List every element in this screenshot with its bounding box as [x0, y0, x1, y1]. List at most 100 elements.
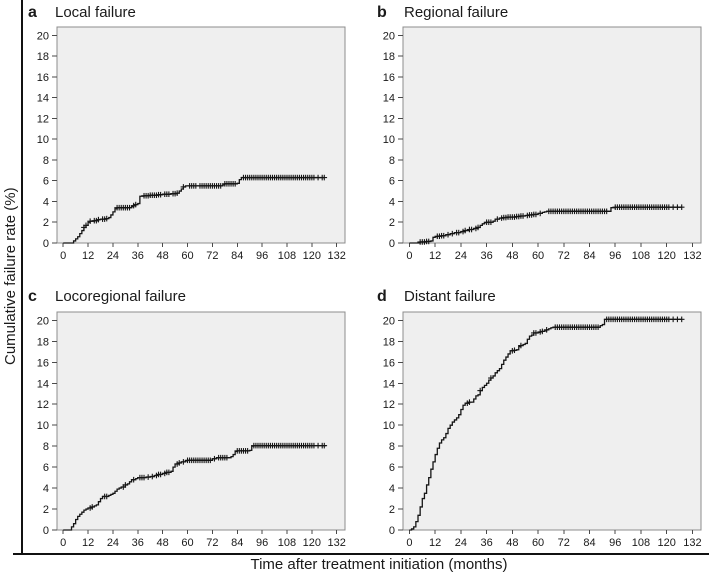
panel-header-locoregional: c Locoregional failure: [28, 288, 186, 306]
svg-text:0: 0: [389, 238, 395, 250]
svg-text:18: 18: [383, 51, 395, 63]
svg-text:18: 18: [37, 51, 49, 63]
panel-title-distant: Distant failure: [404, 288, 496, 305]
svg-text:12: 12: [82, 250, 94, 262]
panel-title-regional: Regional failure: [404, 4, 509, 21]
svg-text:96: 96: [609, 250, 621, 262]
y-axis-title: Cumulative failure rate (%): [2, 187, 19, 365]
panel-letter-c: c: [28, 288, 37, 305]
svg-text:12: 12: [429, 250, 441, 262]
bottom-divider-line: [13, 553, 709, 555]
svg-text:72: 72: [206, 537, 218, 549]
svg-text:108: 108: [632, 537, 650, 549]
svg-text:6: 6: [389, 176, 395, 188]
svg-text:132: 132: [328, 537, 346, 549]
svg-text:12: 12: [82, 537, 94, 549]
left-divider-line: [21, 0, 23, 554]
svg-text:48: 48: [157, 537, 169, 549]
svg-text:18: 18: [383, 336, 395, 348]
svg-text:96: 96: [256, 250, 268, 262]
svg-text:24: 24: [107, 537, 119, 549]
svg-text:24: 24: [107, 250, 119, 262]
svg-text:14: 14: [37, 378, 49, 390]
svg-text:4: 4: [43, 483, 49, 495]
svg-text:10: 10: [383, 134, 395, 146]
svg-text:0: 0: [43, 525, 49, 537]
svg-text:14: 14: [383, 93, 395, 105]
svg-text:48: 48: [506, 250, 518, 262]
svg-text:48: 48: [506, 537, 518, 549]
svg-text:2: 2: [389, 504, 395, 516]
panel-letter-b: b: [377, 4, 387, 21]
svg-text:12: 12: [383, 113, 395, 125]
svg-text:0: 0: [60, 537, 66, 549]
svg-text:12: 12: [383, 399, 395, 411]
svg-text:120: 120: [303, 250, 321, 262]
svg-text:2: 2: [43, 217, 49, 229]
svg-text:0: 0: [389, 525, 395, 537]
svg-text:8: 8: [43, 441, 49, 453]
svg-text:0: 0: [43, 238, 49, 250]
svg-text:120: 120: [658, 250, 676, 262]
svg-text:20: 20: [37, 315, 49, 327]
svg-text:132: 132: [683, 250, 701, 262]
svg-text:60: 60: [181, 537, 193, 549]
svg-text:96: 96: [609, 537, 621, 549]
svg-text:108: 108: [632, 250, 650, 262]
svg-text:60: 60: [181, 250, 193, 262]
svg-text:96: 96: [256, 537, 268, 549]
svg-text:16: 16: [37, 72, 49, 84]
svg-text:84: 84: [231, 250, 243, 262]
svg-text:2: 2: [43, 504, 49, 516]
svg-text:72: 72: [206, 250, 218, 262]
svg-text:4: 4: [389, 196, 395, 208]
svg-text:0: 0: [406, 250, 412, 262]
svg-text:132: 132: [683, 537, 701, 549]
svg-text:120: 120: [303, 537, 321, 549]
svg-text:132: 132: [328, 250, 346, 262]
svg-text:20: 20: [37, 30, 49, 42]
svg-text:2: 2: [389, 217, 395, 229]
svg-text:24: 24: [455, 250, 467, 262]
svg-text:12: 12: [37, 399, 49, 411]
svg-text:6: 6: [43, 176, 49, 188]
panel-title-locoregional: Locoregional failure: [55, 288, 186, 305]
svg-text:10: 10: [37, 134, 49, 146]
svg-text:24: 24: [455, 537, 467, 549]
svg-text:14: 14: [37, 93, 49, 105]
svg-text:4: 4: [389, 483, 395, 495]
svg-text:6: 6: [43, 462, 49, 474]
svg-text:16: 16: [37, 357, 49, 369]
svg-text:36: 36: [132, 250, 144, 262]
svg-text:18: 18: [37, 336, 49, 348]
svg-text:8: 8: [389, 441, 395, 453]
panel-letter-a: a: [28, 4, 37, 21]
svg-text:20: 20: [383, 315, 395, 327]
panel-title-local: Local failure: [55, 4, 136, 21]
svg-text:108: 108: [278, 250, 296, 262]
svg-text:36: 36: [132, 537, 144, 549]
svg-text:6: 6: [389, 462, 395, 474]
svg-text:4: 4: [43, 196, 49, 208]
svg-text:60: 60: [532, 537, 544, 549]
svg-text:12: 12: [429, 537, 441, 549]
svg-text:48: 48: [157, 250, 169, 262]
panel-header-local: a Local failure: [28, 4, 136, 22]
svg-text:72: 72: [558, 537, 570, 549]
svg-text:14: 14: [383, 378, 395, 390]
svg-text:10: 10: [383, 420, 395, 432]
svg-text:0: 0: [406, 537, 412, 549]
svg-text:72: 72: [558, 250, 570, 262]
svg-text:0: 0: [60, 250, 66, 262]
svg-text:60: 60: [532, 250, 544, 262]
svg-text:84: 84: [583, 250, 595, 262]
svg-text:36: 36: [480, 250, 492, 262]
panel-header-regional: b Regional failure: [377, 4, 508, 22]
svg-text:36: 36: [480, 537, 492, 549]
panel-header-distant: d Distant failure: [377, 288, 496, 306]
svg-text:16: 16: [383, 72, 395, 84]
